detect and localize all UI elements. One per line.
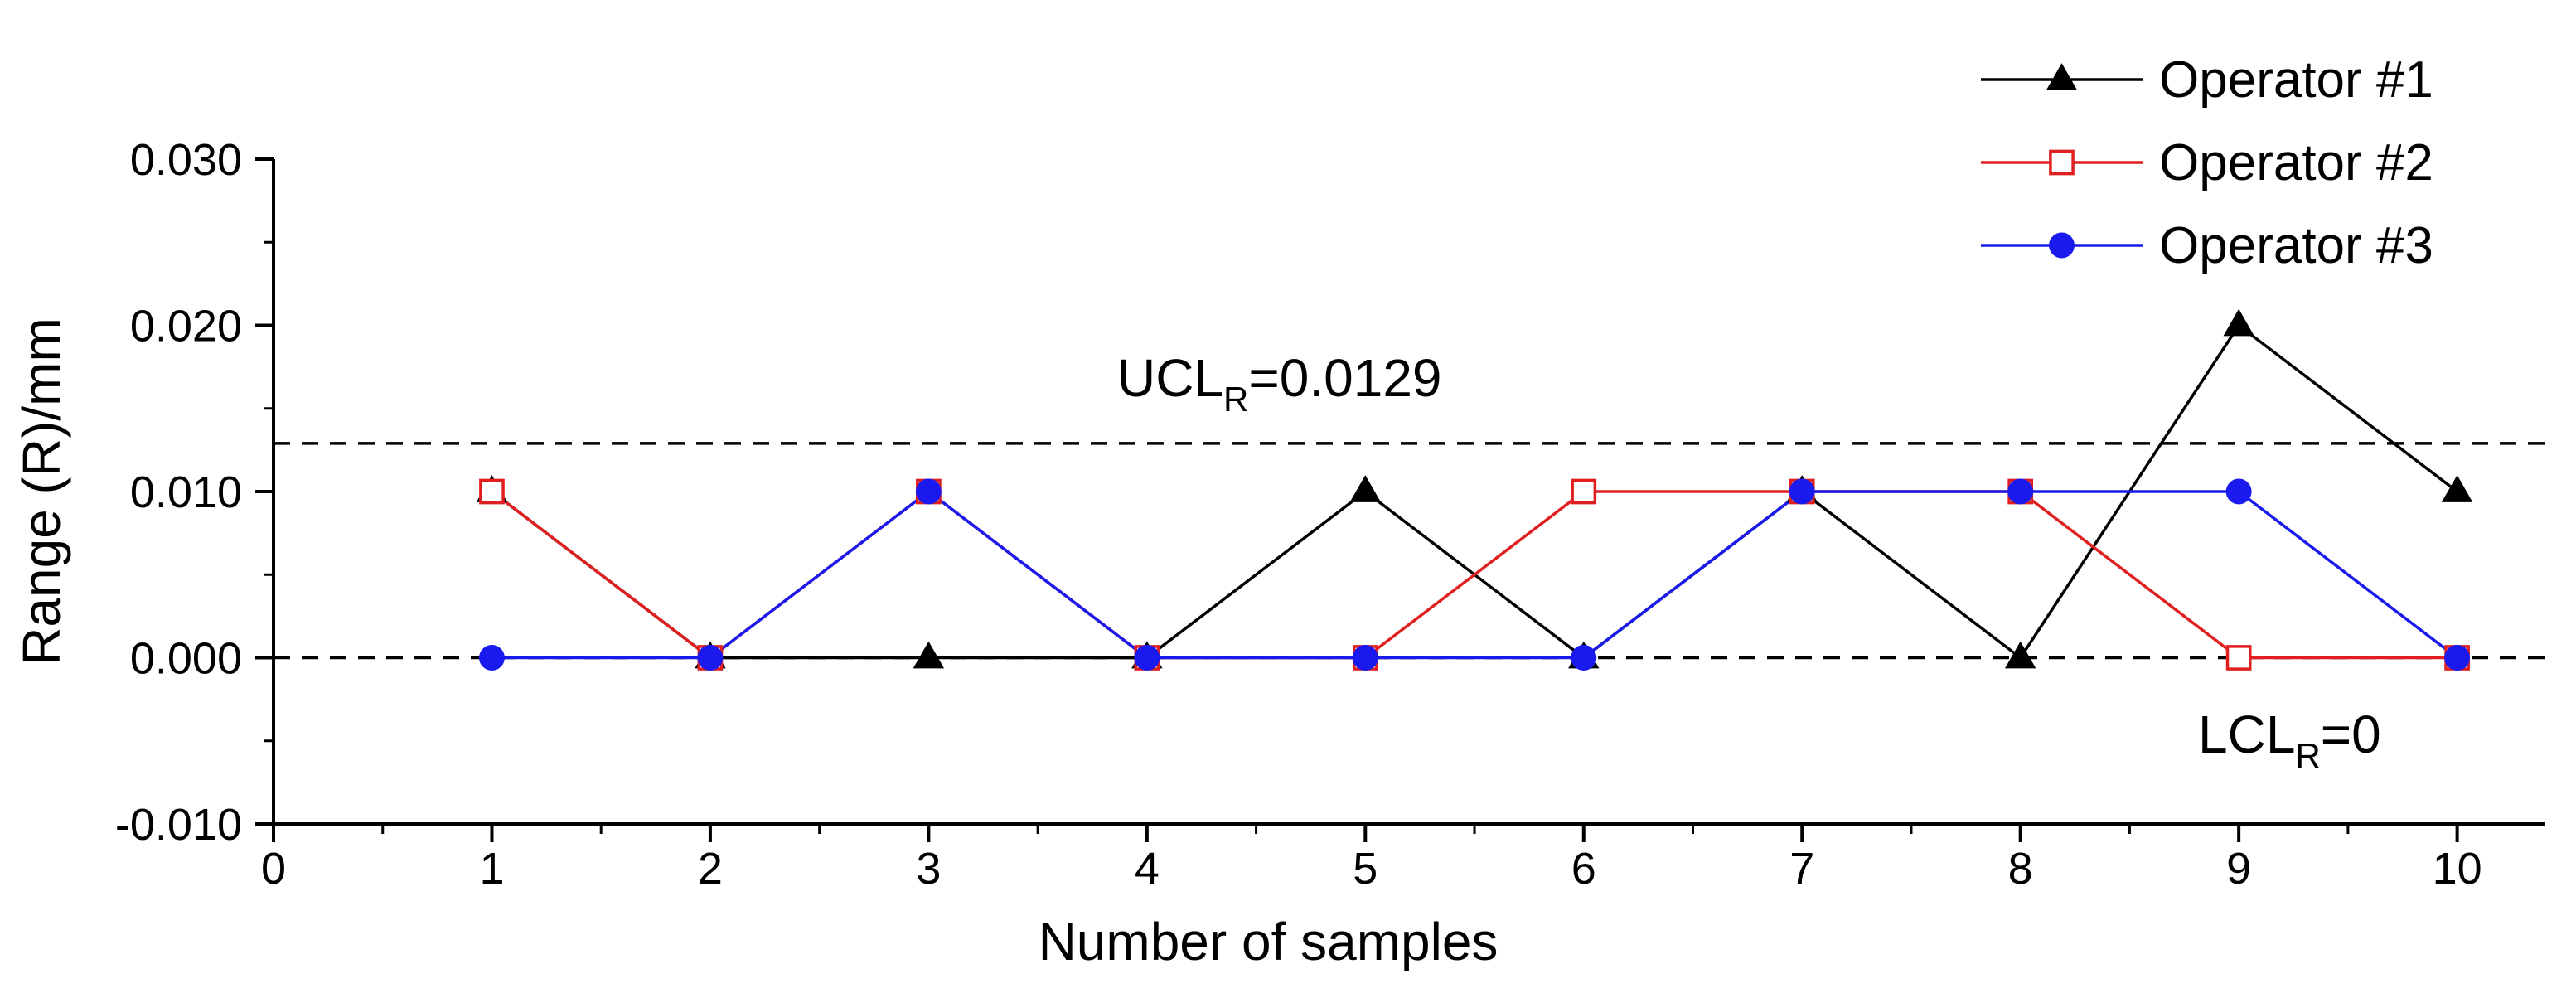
lcl-annotation: LCLR=0	[2198, 705, 2381, 775]
data-point-operator-1	[913, 641, 945, 669]
x-tick-label: 3	[916, 844, 941, 894]
y-tick-label: 0.010	[130, 468, 242, 517]
x-tick-label: 5	[1353, 844, 1378, 894]
y-tick-label: 0.020	[130, 302, 242, 351]
x-axis-title: Number of samples	[1039, 912, 1499, 971]
y-tick-label: 0.030	[130, 135, 242, 185]
data-point-operator-3	[1789, 478, 1815, 505]
data-point-operator-1	[2223, 308, 2254, 337]
x-tick-label: 2	[698, 844, 723, 894]
data-point-operator-3	[479, 645, 505, 671]
y-tick-label: 0.000	[130, 634, 242, 684]
x-tick-label: 1	[479, 844, 504, 894]
x-tick-label: 4	[1135, 844, 1160, 894]
x-tick-label: 6	[1571, 844, 1596, 894]
legend-marker	[2049, 232, 2075, 259]
y-axis-title: Range (R)/mm	[12, 317, 71, 666]
data-point-operator-3	[2444, 645, 2471, 671]
data-point-operator-3	[1571, 645, 1597, 671]
legend: Operator #1 Operator #2 Operator #3	[1981, 51, 2433, 274]
legend-label: Operator #2	[2159, 134, 2433, 191]
data-point-operator-3	[1352, 645, 1378, 671]
data-point-operator-2	[1571, 478, 1597, 505]
legend-label: Operator #3	[2159, 217, 2433, 274]
data-point-operator-1	[2441, 475, 2473, 502]
ucl-annotation: UCLR=0.0129	[1117, 348, 1442, 419]
data-point-operator-3	[697, 645, 724, 671]
data-point-operator-1	[1349, 475, 1382, 502]
legend-label: Operator #1	[2159, 51, 2433, 109]
y-tick-label: -0.010	[115, 800, 242, 850]
series-line-operator-3	[491, 489, 2458, 660]
data-series	[476, 308, 2473, 671]
data-point-operator-3	[915, 478, 942, 505]
data-point-operator-3	[2225, 478, 2252, 505]
x-tick-label: 10	[2433, 844, 2482, 894]
x-tick-label: 8	[2008, 844, 2033, 894]
data-point-operator-1	[2004, 641, 2036, 669]
x-tick-label: 7	[1789, 844, 1814, 894]
legend-marker	[2046, 63, 2078, 90]
x-tick-label: 9	[2226, 844, 2251, 894]
data-point-operator-3	[2007, 478, 2034, 505]
labels: Number of samples Range (R)/mm UCLR=0.0129…	[12, 317, 2381, 971]
axes: 0 1 2 3 4 5 6 7 8 9 10 -0.010 0.000 0.010 0.020 0.030	[115, 135, 2545, 894]
data-point-operator-2	[479, 478, 505, 505]
series-line-operator-2	[491, 489, 2457, 660]
legend-marker	[2049, 149, 2075, 176]
data-point-operator-2	[2225, 645, 2252, 671]
x-tick-label: 0	[261, 844, 286, 894]
data-point-operator-3	[1134, 645, 1160, 671]
